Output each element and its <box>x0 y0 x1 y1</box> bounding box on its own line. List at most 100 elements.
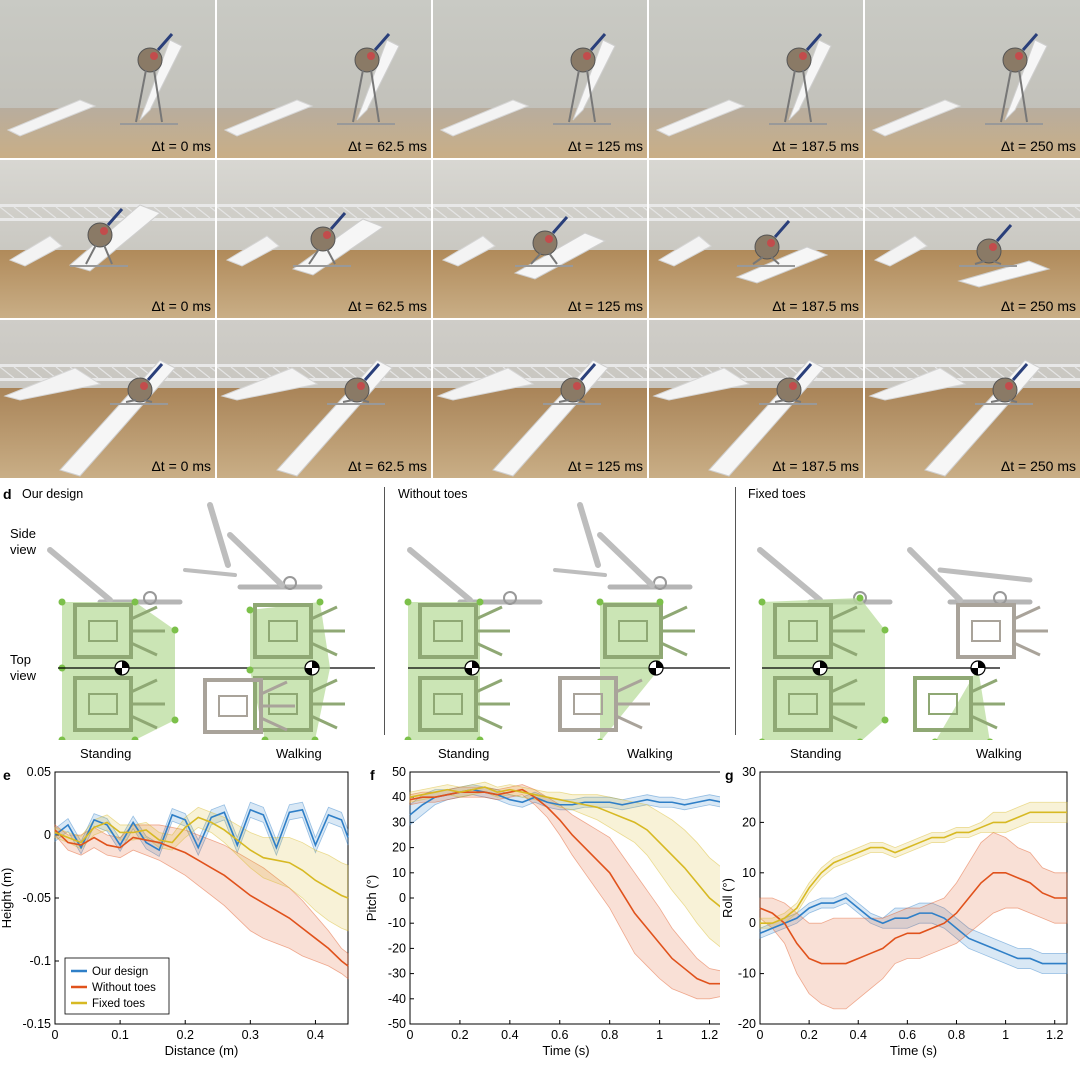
robot-photo <box>871 33 1048 137</box>
series-band <box>54 806 349 932</box>
x-tick-label: 0 <box>407 1028 414 1042</box>
y-tick-label: -0.15 <box>23 1017 52 1031</box>
time-offset-label: Δt = 0 ms <box>151 458 211 474</box>
x-tick-label: 0 <box>52 1028 59 1042</box>
foot-module <box>418 676 510 732</box>
center-of-gravity-marker <box>970 660 986 676</box>
group-title-without-toes: Without toes <box>398 487 468 501</box>
y-tick-label: -10 <box>388 916 406 930</box>
robot-photo <box>0 359 215 477</box>
x-tick-label: 0.8 <box>948 1028 965 1042</box>
y-tick-label: -0.1 <box>29 954 51 968</box>
time-offset-label: Δt = 125 ms <box>567 138 643 154</box>
time-offset-label: Δt = 187.5 ms <box>772 138 859 154</box>
robot-photo <box>433 204 647 280</box>
y-tick-label: 0.05 <box>27 765 51 779</box>
robot-photo <box>655 33 832 137</box>
side-view-robot <box>553 502 693 590</box>
label-standing-our-design: Standing <box>80 746 132 761</box>
series-line <box>759 897 1067 965</box>
series-line <box>409 786 720 908</box>
y-tick-label: -10 <box>738 967 756 981</box>
y-tick-label: -20 <box>388 941 406 955</box>
time-offset-label: Δt = 250 ms <box>1000 298 1076 314</box>
foot-module <box>418 603 510 659</box>
center-of-gravity-marker <box>114 660 130 676</box>
series-line <box>760 811 1067 924</box>
photo-frame: Δt = 62.5 ms <box>217 0 431 158</box>
side-view-robot <box>47 547 183 605</box>
label-walking-without-toes: Walking <box>627 746 673 761</box>
time-offset-label: Δt = 250 ms <box>1000 138 1076 154</box>
center-of-gravity-marker <box>464 660 480 676</box>
support-polygon-diagram <box>47 502 1048 740</box>
photo-frame: Δt = 62.5 ms <box>217 320 431 478</box>
center-of-gravity-marker <box>648 660 664 676</box>
y-tick-label: 30 <box>742 765 756 779</box>
side-view-robot <box>407 547 543 605</box>
x-axis-label: Time (s) <box>542 1043 589 1058</box>
group-divider-1 <box>384 487 385 735</box>
legend-entry: Fixed toes <box>92 998 145 1010</box>
y-tick-label: 50 <box>392 765 406 779</box>
foot-module <box>253 603 345 659</box>
foot-module <box>956 603 1048 659</box>
foot-module <box>603 603 695 659</box>
robot-photo <box>0 204 215 272</box>
foot-module <box>773 676 865 732</box>
y-tick-label: 10 <box>392 866 406 880</box>
group-divider-2 <box>735 487 736 735</box>
x-tick-label: 1 <box>1002 1028 1009 1042</box>
photo-frame: Δt = 0 ms <box>0 160 215 318</box>
robot-photo <box>649 204 863 284</box>
x-tick-label: 1.2 <box>1046 1028 1063 1042</box>
center-of-gravity-marker <box>812 660 828 676</box>
panel-label-f: f <box>370 767 375 783</box>
photo-frame: Δt = 250 ms <box>865 320 1080 478</box>
time-offset-label: Δt = 62.5 ms <box>348 298 427 314</box>
chart-pitch-vs-time: 0 0.2 0.4 0.6 0.8 1 1.2 50 40 30 20 10 0 -10 -20 -30 -40… <box>364 765 720 1058</box>
side-view-robot <box>757 547 893 605</box>
photo-frame: Δt = 125 ms <box>433 0 647 158</box>
robot-photo <box>217 359 431 477</box>
series-band <box>409 781 720 948</box>
center-of-gravity-marker <box>304 660 320 676</box>
robot-photo <box>649 359 863 477</box>
x-axis-label: Time (s) <box>890 1043 937 1058</box>
y-tick-label: -20 <box>738 1017 756 1031</box>
robot-photo <box>439 33 616 137</box>
chart-roll-vs-time: 0 0.2 0.4 0.6 0.8 1 1.2 30 20 10 0 -10 -20 Time (s) Ro… <box>720 765 1068 1058</box>
time-offset-label: Δt = 62.5 ms <box>348 138 427 154</box>
y-tick-label: 20 <box>742 815 756 829</box>
x-tick-label: 0.4 <box>307 1028 324 1042</box>
photo-frame: Δt = 0 ms <box>0 0 215 158</box>
series-band <box>759 801 1068 929</box>
photo-frame: Δt = 187.5 ms <box>649 320 863 478</box>
foot-module <box>773 603 865 659</box>
y-tick-label: 10 <box>742 866 756 880</box>
y-axis-label: Height (m) <box>0 868 14 929</box>
time-offset-label: Δt = 0 ms <box>151 138 211 154</box>
photo-frame: Δt = 125 ms <box>433 320 647 478</box>
photo-row-a: Δt = 0 ms Δt = 62.5 ms Δt = 125 ms Δt = 187… <box>0 0 1080 158</box>
x-tick-label: 0.1 <box>111 1028 128 1042</box>
panel-label-g: g <box>725 767 734 783</box>
side-view-label: Side view <box>10 526 37 557</box>
photo-frame: Δt = 187.5 ms <box>649 160 863 318</box>
time-offset-label: Δt = 62.5 ms <box>348 458 427 474</box>
foot-module <box>73 676 165 732</box>
photo-frame: Δt = 0 ms <box>0 320 215 478</box>
x-tick-label: 0.8 <box>601 1028 618 1042</box>
y-tick-label: -0.05 <box>23 891 52 905</box>
series-line <box>759 872 1067 965</box>
time-offset-label: Δt = 0 ms <box>151 298 211 314</box>
x-tick-label: 0.2 <box>800 1028 817 1042</box>
time-offset-label: Δt = 187.5 ms <box>772 458 859 474</box>
foot-module <box>203 678 295 734</box>
x-tick-label: 0.4 <box>850 1028 867 1042</box>
photo-row-c: Δt = 0 ms Δt = 62.5 ms Δt = 125 ms Δt = 187… <box>0 320 1080 478</box>
x-tick-label: 0.3 <box>242 1028 259 1042</box>
side-view-robot <box>183 502 323 590</box>
series-line <box>54 816 349 899</box>
robot-photo <box>433 359 647 477</box>
